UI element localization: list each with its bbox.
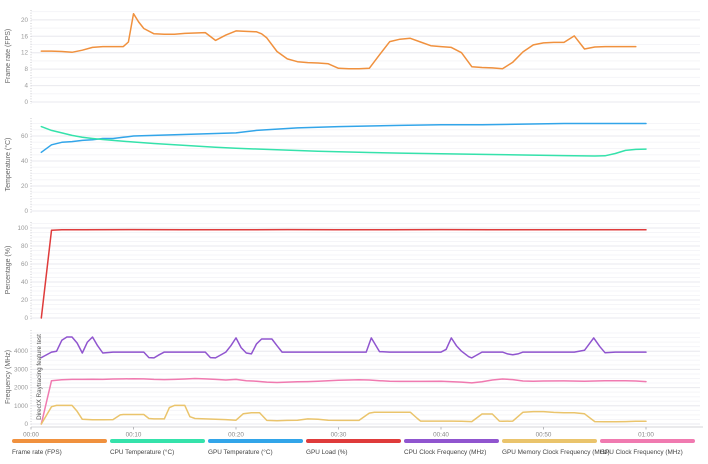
y-tick-label: 40: [21, 158, 29, 165]
legend: Frame rate (FPS) CPU Temperature (°C) GP…: [12, 439, 704, 456]
legend-item-cpu-temperature[interactable]: CPU Temperature (°C): [110, 439, 205, 456]
x-tick-label: 00:30: [331, 432, 347, 439]
y-tick-label: 3000: [14, 366, 29, 373]
legend-item-gpu-memory-clock[interactable]: GPU Memory Clock Frequency (MHz): [502, 439, 610, 456]
series-line-gpu-temperature-c: [40, 122, 647, 154]
y-tick-label: 0: [24, 99, 28, 106]
y-tick-label: 0: [24, 315, 28, 322]
legend-item-gpu-temperature[interactable]: GPU Temperature (°C): [208, 439, 303, 456]
y-axis-title-temperature: Temperature (°C): [4, 138, 12, 192]
series-lines: [40, 12, 647, 425]
x-tick-label: 00:20: [228, 432, 244, 439]
series-line-gpu-clock-frequency-mhz: [40, 377, 647, 425]
y-axis-title-frame-rate: Frame rate (FPS): [5, 29, 12, 83]
legend-swatch-gpu-clock: [600, 439, 695, 443]
legend-label: GPU Memory Clock Frequency (MHz): [502, 449, 610, 456]
x-tick-label: 00:50: [536, 432, 552, 439]
y-tick-label: 40: [21, 279, 29, 286]
series-line-gpu-load: [40, 228, 647, 319]
y-tick-label: 1000: [14, 403, 29, 410]
axes: [30, 10, 703, 430]
series-line-frame-rate-fps: [40, 12, 637, 70]
legend-item-gpu-load[interactable]: GPU Load (%): [306, 439, 401, 456]
y-tick-label: 0: [24, 208, 28, 215]
legend-item-frame-rate[interactable]: Frame rate (FPS): [12, 439, 107, 456]
y-tick-label: 4: [24, 83, 28, 90]
legend-label: CPU Temperature (°C): [110, 449, 175, 456]
y-axis-title-frequency: Frequency (MHz): [5, 350, 12, 404]
legend-label: CPU Clock Frequency (MHz): [404, 449, 487, 456]
series-line-cpu-clock-frequency-mhz: [40, 336, 647, 359]
legend-swatch-frame-rate: [12, 439, 107, 443]
series-line-gpu-memory-clock-frequency-mhz: [40, 404, 647, 425]
y-axis-title-percentage: Percentage (%): [5, 246, 12, 295]
x-tick-label: 01:00: [638, 432, 654, 439]
x-tick-label: 00:40: [433, 432, 449, 439]
y-tick-label: 20: [21, 297, 29, 304]
legend-label: Frame rate (FPS): [12, 449, 62, 456]
legend-swatch-cpu-temperature: [110, 439, 205, 443]
legend-label: GPU Temperature (°C): [208, 449, 273, 456]
legend-item-gpu-clock[interactable]: GPU Clock Frequency (MHz): [600, 439, 695, 456]
y-tick-label: 16: [21, 33, 29, 40]
x-tick-label: 00:00: [23, 432, 39, 439]
tick-labels: 0481216200204060020406080100010002000300…: [14, 17, 654, 439]
y-tick-label: 60: [21, 133, 29, 140]
y-tick-label: 2000: [14, 385, 29, 392]
legend-swatch-gpu-memory-clock: [502, 439, 597, 443]
x-tick-label: 00:10: [126, 432, 142, 439]
y-tick-label: 12: [21, 50, 29, 57]
y-tick-label: 80: [21, 243, 29, 250]
y-tick-label: 20: [21, 183, 29, 190]
legend-swatch-gpu-temperature: [208, 439, 303, 443]
gridlines: [31, 11, 700, 425]
y-tick-label: 60: [21, 261, 29, 268]
y-tick-label: 0: [24, 421, 28, 428]
legend-label: GPU Load (%): [306, 449, 348, 456]
series-line-cpu-temperature-c: [40, 125, 647, 157]
y-tick-label: 4000: [14, 348, 29, 355]
y-tick-label: 20: [21, 17, 29, 24]
legend-label: GPU Clock Frequency (MHz): [600, 449, 683, 456]
test-event-annotation: DirectX Raytracing feature test: [36, 334, 43, 420]
y-tick-label: 100: [17, 225, 28, 232]
legend-swatch-cpu-clock: [404, 439, 499, 443]
legend-swatch-gpu-load: [306, 439, 401, 443]
legend-item-cpu-clock[interactable]: CPU Clock Frequency (MHz): [404, 439, 499, 456]
y-tick-label: 8: [24, 66, 28, 73]
